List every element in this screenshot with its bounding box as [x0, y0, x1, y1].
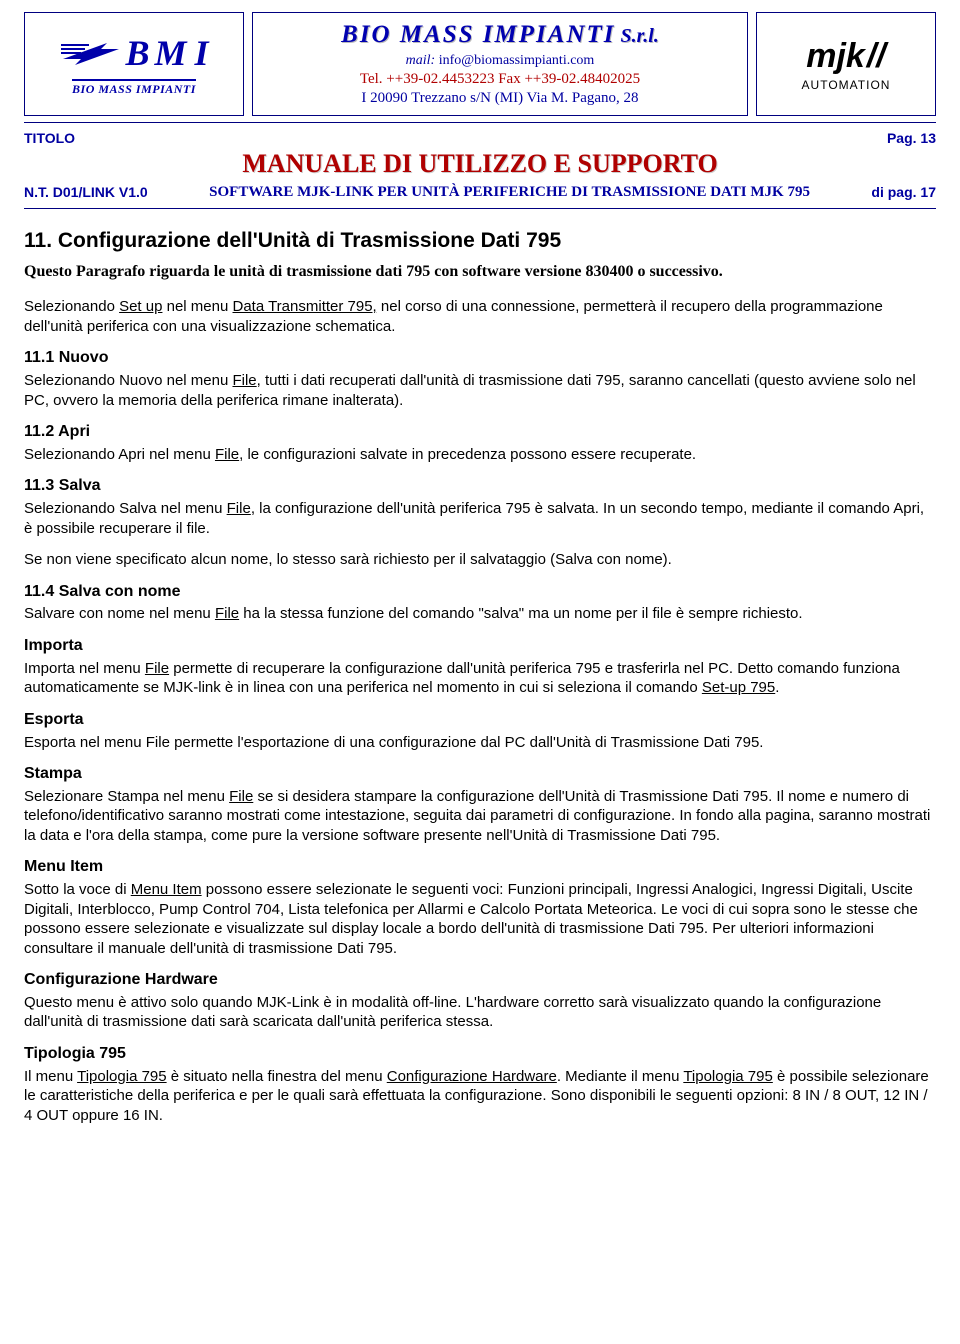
- esporta-title: Esporta: [24, 710, 936, 731]
- text: Selezionando Salva nel menu: [24, 500, 227, 517]
- divider: [24, 208, 936, 209]
- doc-code: N.T. D01/LINK V1.0: [24, 183, 148, 201]
- importa-title: Importa: [24, 636, 936, 657]
- text: Selezionando: [24, 298, 119, 315]
- di-pag-label: di pag. 17: [871, 183, 936, 201]
- mail-label: mail:: [406, 53, 436, 68]
- section-11-4-body: Salvare con nome nel menu File ha la ste…: [24, 604, 936, 624]
- section-11-4-title: 11.4 Salva con nome: [24, 582, 936, 603]
- text: Sotto la voce di: [24, 881, 131, 898]
- link-file: File: [215, 605, 239, 622]
- menuitem-title: Menu Item: [24, 857, 936, 878]
- bmi-logo: B M I BIO MASS IMPIANTI: [61, 30, 206, 97]
- band-row-1: TITOLO Pag. 13: [24, 129, 936, 147]
- link-file: File: [145, 660, 169, 677]
- pag-label: Pag. 13: [887, 129, 936, 147]
- divider: [24, 122, 936, 123]
- text: Salvare con nome nel menu: [24, 605, 215, 622]
- tel-line: Tel. ++39-02.4453223 Fax ++39-02.4840202…: [360, 70, 640, 90]
- text: Selezionando Apri nel menu: [24, 446, 215, 463]
- tip795-body: Il menu Tipologia 795 è situato nella fi…: [24, 1067, 936, 1126]
- address-line: I 20090 Trezzano s/N (MI) Via M. Pagano,…: [361, 89, 638, 109]
- stampa-title: Stampa: [24, 764, 936, 785]
- text: Selezionare Stampa nel menu: [24, 788, 229, 805]
- company-suffix: S.r.l.: [616, 25, 659, 47]
- company-name: BIO MASS IMPIANTI: [341, 21, 615, 48]
- section-11-3-title: 11.3 Salva: [24, 476, 936, 497]
- text: . Mediante il menu: [557, 1068, 683, 1085]
- link-file: File: [229, 788, 253, 805]
- section-11-title: 11. Configurazione dell'Unità di Trasmis…: [24, 227, 936, 254]
- bmi-letter-i: I: [195, 30, 207, 77]
- text: Selezionando Nuovo nel menu: [24, 372, 232, 389]
- link-menuitem: Menu Item: [131, 881, 202, 898]
- mjk-logo: mjk //: [806, 34, 886, 78]
- band-row-2: N.T. D01/LINK V1.0 SOFTWARE MJK-LINK PER…: [24, 183, 936, 203]
- main-title: MANUALE DI UTILIZZO E SUPPORTO: [24, 147, 936, 181]
- link-tip795: Tipologia 795: [77, 1068, 167, 1085]
- mjk-sub: AUTOMATION: [802, 78, 891, 94]
- esporta-body: Esporta nel menu File permette l'esporta…: [24, 733, 936, 753]
- text: .: [775, 679, 779, 696]
- confhw-title: Configurazione Hardware: [24, 970, 936, 991]
- link-setup795: Set-up 795: [702, 679, 775, 696]
- section-11-1-body: Selezionando Nuovo nel menu File, tutti …: [24, 371, 936, 410]
- mail: info@biomassimpianti.com: [435, 53, 594, 68]
- mail-line: mail: info@biomassimpianti.com: [406, 52, 595, 70]
- link-tip795-2: Tipologia 795: [683, 1068, 773, 1085]
- stampa-body: Selezionare Stampa nel menu File se si d…: [24, 787, 936, 846]
- link-confhw: Configurazione Hardware: [387, 1068, 557, 1085]
- link-file: File: [232, 372, 256, 389]
- bolt-icon: [61, 39, 121, 69]
- company-cell: BIO MASS IMPIANTI S.r.l. mail: info@biom…: [252, 12, 748, 116]
- text: è situato nella finestra del menu: [167, 1068, 387, 1085]
- mjk-cell: mjk // AUTOMATION: [756, 12, 936, 116]
- header: B M I BIO MASS IMPIANTI BIO MASS IMPIANT…: [24, 12, 936, 116]
- link-setup: Set up: [119, 298, 162, 315]
- section-11-2-body: Selezionando Apri nel menu File, le conf…: [24, 445, 936, 465]
- text: ha la stessa funzione del comando "salva…: [239, 605, 802, 622]
- section-11-2-title: 11.2 Apri: [24, 422, 936, 443]
- section-11-1-title: 11.1 Nuovo: [24, 348, 936, 369]
- menuitem-body: Sotto la voce di Menu Item possono esser…: [24, 880, 936, 958]
- mjk-slashes-icon: //: [867, 34, 886, 78]
- titolo-label: TITOLO: [24, 129, 75, 147]
- section-11-3-body: Selezionando Salva nel menu File, la con…: [24, 499, 936, 538]
- mjk-text: mjk: [806, 34, 865, 78]
- section-11-setup: Selezionando Set up nel menu Data Transm…: [24, 297, 936, 336]
- logo-bmi-cell: B M I BIO MASS IMPIANTI: [24, 12, 244, 116]
- text: , le configurazioni salvate in precedenz…: [239, 446, 696, 463]
- bmi-letters: B M: [125, 30, 184, 77]
- importa-body: Importa nel menu File permette di recupe…: [24, 659, 936, 698]
- bmi-subtitle: BIO MASS IMPIANTI: [72, 79, 196, 98]
- link-file: File: [227, 500, 251, 517]
- doc-subtitle: SOFTWARE MJK-LINK PER UNITÀ PERIFERICHE …: [148, 183, 872, 203]
- text: Il menu: [24, 1068, 77, 1085]
- section-11-intro: Questo Paragrafo riguarda le unità di tr…: [24, 262, 936, 283]
- text: Importa nel menu: [24, 660, 145, 677]
- link-file: File: [215, 446, 239, 463]
- text: nel menu: [162, 298, 232, 315]
- link-dt795: Data Transmitter 795,: [233, 298, 377, 315]
- tip795-title: Tipologia 795: [24, 1044, 936, 1065]
- section-11-3-p2: Se non viene specificato alcun nome, lo …: [24, 550, 936, 570]
- confhw-body: Questo menu è attivo solo quando MJK-Lin…: [24, 993, 936, 1032]
